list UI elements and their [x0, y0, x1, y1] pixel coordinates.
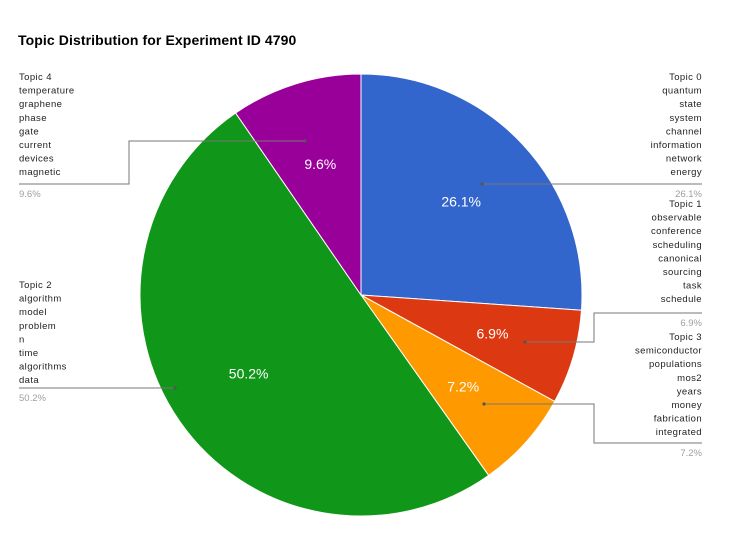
callout-topic-word: state	[679, 99, 702, 110]
callout-topic-0: Topic 0 quantum state system channel informat…	[651, 72, 703, 200]
callout-topic-word: gate	[19, 126, 39, 137]
callout-topic-word: model	[19, 307, 47, 318]
callout-topic-word: algorithms	[19, 362, 67, 373]
callout-topic-word: populations	[649, 359, 702, 370]
callout-leader-topic-4	[19, 140, 305, 185]
callout-topic-word: canonical	[658, 253, 702, 264]
callout-topic-name: Topic 1	[669, 199, 702, 210]
callout-percent: 7.2%	[680, 448, 702, 459]
callout-topic-word: fabrication	[654, 414, 702, 425]
callout-topic-word: graphene	[19, 99, 62, 110]
callout-topic-3: Topic 3 semiconductor populations mos2 years…	[635, 332, 703, 459]
callout-topic-4: Topic 4 temperature graphene phase gate curre…	[19, 72, 75, 200]
pie-slice-topic-2[interactable]	[139, 112, 490, 517]
callout-percent: 6.9%	[680, 318, 702, 329]
pie-slice-topic-4[interactable]	[234, 73, 362, 297]
callout-percent: 26.1%	[675, 189, 702, 200]
callout-topic-1: Topic 1 observable conference scheduling can…	[651, 199, 703, 329]
callout-topic-word: sourcing	[663, 267, 702, 278]
callout-topic-word: quantum	[662, 86, 702, 97]
slice-value-label-topic-0: 26.1%	[441, 194, 481, 210]
callout-topic-name: Topic 2	[19, 280, 52, 291]
callout-dot-topic-4	[303, 139, 307, 143]
callout-topic-name: Topic 3	[669, 332, 702, 343]
callout-topic-word: years	[677, 386, 702, 397]
slice-value-label-topic-2: 50.2%	[229, 365, 269, 381]
slice-value-label-topic-3: 7.2%	[447, 378, 479, 394]
pie-slices	[139, 73, 583, 517]
callout-topic-2: Topic 2 algorithm model problem n time algorit…	[19, 280, 67, 404]
callout-topic-word: current	[19, 140, 51, 151]
callout-dot-topic-2	[173, 386, 177, 390]
callout-topic-word: energy	[671, 167, 702, 178]
callouts: Topic 0 quantum state system channel informat…	[19, 72, 703, 459]
callout-topic-word: data	[19, 375, 39, 386]
callout-percent: 9.6%	[19, 189, 41, 200]
callout-leader-topic-1	[525, 312, 702, 343]
callout-dot-topic-0	[480, 182, 484, 186]
callout-percent: 50.2%	[19, 393, 46, 404]
callout-topic-word: channel	[666, 126, 702, 137]
callout-topic-name: Topic 4	[19, 72, 52, 83]
callout-topic-word: n	[19, 334, 25, 345]
callout-dot-topic-1	[523, 340, 527, 344]
callout-topic-word: problem	[19, 321, 56, 332]
callout-topic-word: network	[666, 154, 702, 165]
callout-topic-word: money	[671, 400, 702, 411]
callout-topic-word: conference	[651, 226, 702, 237]
callout-dot-topic-3	[482, 402, 486, 406]
callout-topic-name: Topic 0	[669, 72, 702, 83]
callout-topic-word: temperature	[19, 86, 75, 97]
callout-topic-word: time	[19, 348, 39, 359]
callout-topic-word: devices	[19, 154, 54, 165]
callout-topic-word: phase	[19, 113, 47, 124]
callout-topic-word: magnetic	[19, 167, 61, 178]
slice-value-label-topic-1: 6.9%	[476, 326, 508, 342]
callout-topic-word: scheduling	[653, 240, 702, 251]
pie-slice-topic-0[interactable]	[360, 73, 583, 311]
slice-value-label-topic-4: 9.6%	[304, 156, 336, 172]
callout-topic-word: information	[651, 140, 702, 151]
slice-labels: 26.1% 6.9% 7.2% 50.2% 9.6%	[229, 156, 509, 394]
chart-title: Topic Distribution for Experiment ID 479…	[18, 32, 297, 48]
callout-topic-word: system	[670, 113, 703, 124]
callout-topic-word: observable	[652, 213, 702, 224]
callout-topic-word: integrated	[656, 427, 702, 438]
callout-topic-word: algorithm	[19, 294, 62, 305]
callout-topic-word: task	[683, 281, 702, 292]
callout-topic-word: semiconductor	[635, 346, 702, 357]
pie-slice-topic-3[interactable]	[360, 294, 556, 477]
callout-leader-topic-3	[484, 403, 702, 444]
callout-topic-word: mos2	[677, 373, 702, 384]
callout-topic-word: schedule	[661, 294, 702, 305]
